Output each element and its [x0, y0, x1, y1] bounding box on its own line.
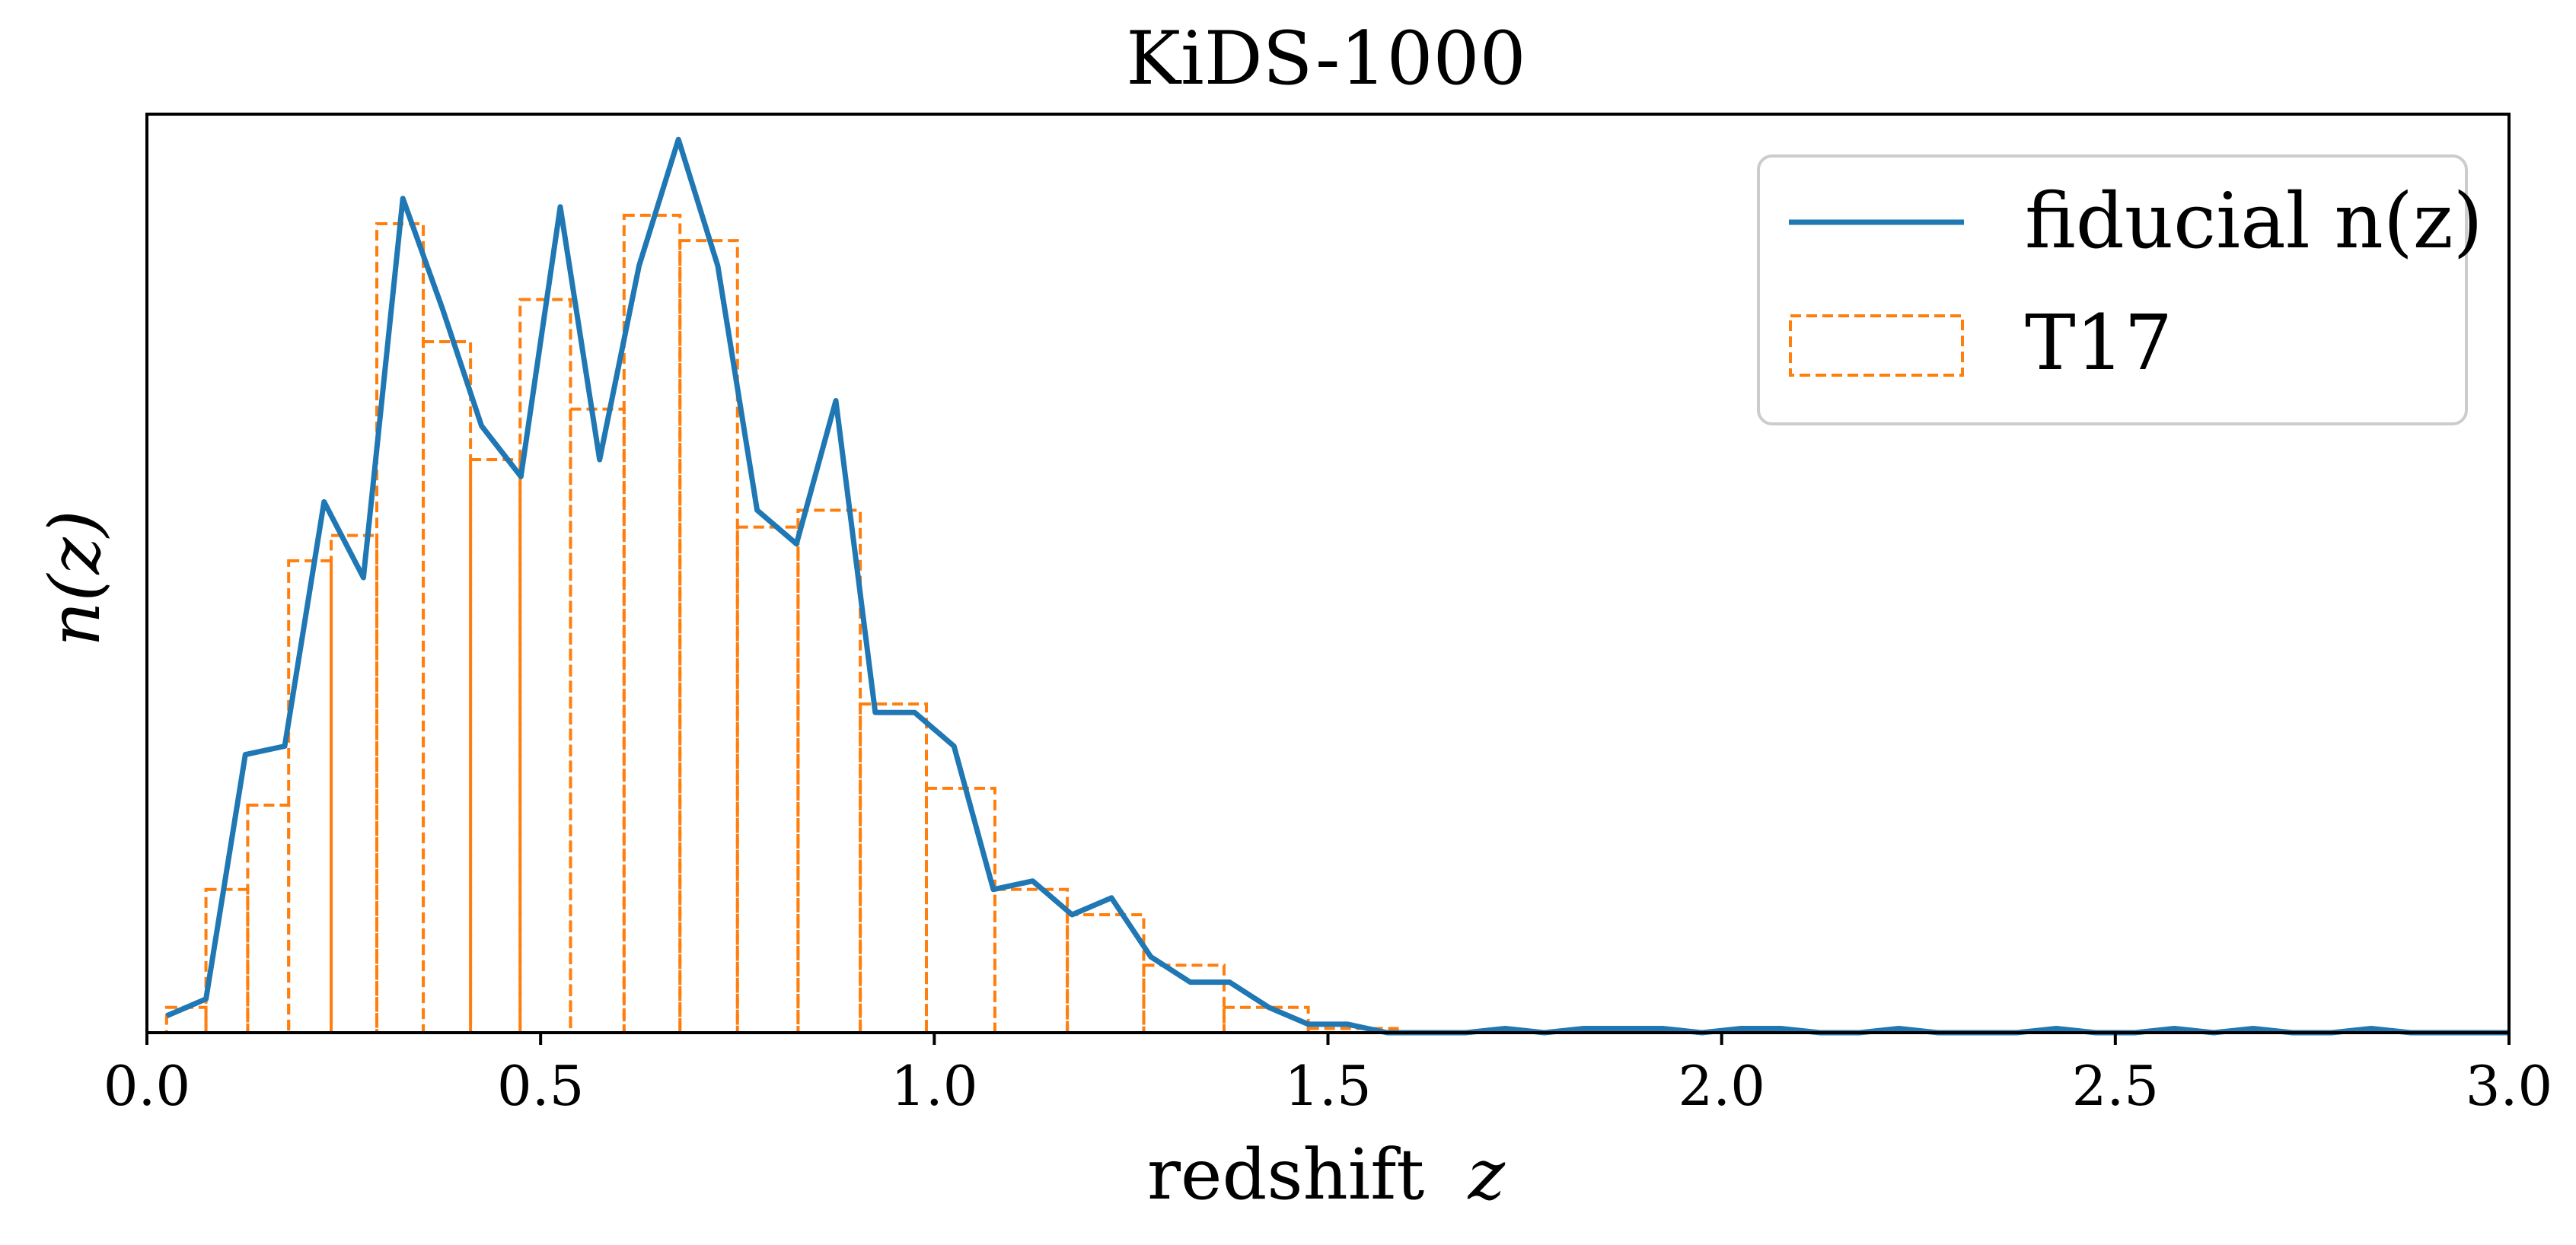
t17-bin — [246, 804, 291, 1034]
fiducial-nz-point — [2174, 1028, 2175, 1029]
t17-bin — [469, 458, 522, 1034]
fiducial-nz-point — [1505, 1028, 1506, 1029]
fiducial-nz-point — [678, 139, 679, 140]
t17-histogram — [164, 213, 1399, 1035]
t17-bin — [993, 887, 1070, 1035]
t17-bin — [1142, 963, 1226, 1034]
fiducial-nz-point — [166, 1015, 167, 1016]
t17-bin — [678, 239, 739, 1034]
fiducial-nz-point — [914, 712, 915, 713]
x-axis-ticks: 0.0 0.5 1.0 1.5 2.0 2.5 3.0 — [104, 1033, 2553, 1118]
t17-bin — [518, 298, 572, 1034]
t17-bin — [859, 702, 928, 1035]
x-axis-label-text: redshift — [1147, 1134, 1424, 1215]
t17-bin — [569, 407, 626, 1034]
t17-bin — [622, 213, 682, 1034]
legend-t17-label: T17 — [2025, 298, 2173, 387]
fiducial-nz-point — [2370, 1028, 2371, 1029]
t17-bin — [924, 786, 996, 1035]
fiducial-nz-point — [2056, 1028, 2057, 1029]
fiducial-nz-point — [1583, 1028, 1584, 1029]
x-axis-label: redshift z — [1147, 1134, 1505, 1215]
legend-fiducial-label: fiducial n(z) — [2025, 177, 2483, 266]
t17-bin — [330, 533, 379, 1034]
t17-bin — [796, 508, 862, 1034]
x-tick-label: 1.5 — [1284, 1054, 1372, 1118]
fiducial-nz-point — [954, 746, 955, 747]
t17-bin — [287, 559, 333, 1034]
fiducial-nz-point — [1741, 1028, 1742, 1029]
x-tick-label: 1.0 — [891, 1054, 978, 1118]
x-tick-label: 0.0 — [104, 1054, 191, 1118]
fiducial-nz-point — [481, 425, 482, 426]
x-tick-label: 2.5 — [2072, 1054, 2160, 1118]
fiducial-nz-point — [1268, 1007, 1269, 1008]
x-axis-label-symbol: z — [1468, 1134, 1506, 1215]
y-axis-label: n(z) — [34, 510, 116, 647]
legend: fiducial n(z) T17 — [1757, 154, 2483, 425]
fiducial-nz-point — [245, 754, 246, 755]
fiducial-nz-point — [560, 206, 561, 207]
fiducial-nz-point — [1032, 880, 1033, 881]
chart-title: KiDS-1000 — [1126, 16, 1526, 101]
fiducial-nz-point — [836, 400, 837, 401]
fiducial-nz-point — [1072, 914, 1073, 915]
t17-bin — [375, 221, 426, 1035]
fiducial-nz-point — [796, 543, 797, 544]
fiducial-nz-point — [1623, 1028, 1624, 1029]
x-tick-label: 2.0 — [1678, 1054, 1765, 1118]
x-tick-label: 3.0 — [2466, 1054, 2553, 1118]
x-tick-label: 0.5 — [497, 1054, 585, 1118]
legend-t17-swatch — [1789, 314, 1964, 377]
fiducial-nz-point — [1111, 897, 1112, 898]
t17-bin — [204, 887, 250, 1035]
fiducial-nz-point — [2252, 1028, 2253, 1029]
t17-bin — [422, 339, 473, 1035]
t17-bin — [735, 525, 800, 1034]
